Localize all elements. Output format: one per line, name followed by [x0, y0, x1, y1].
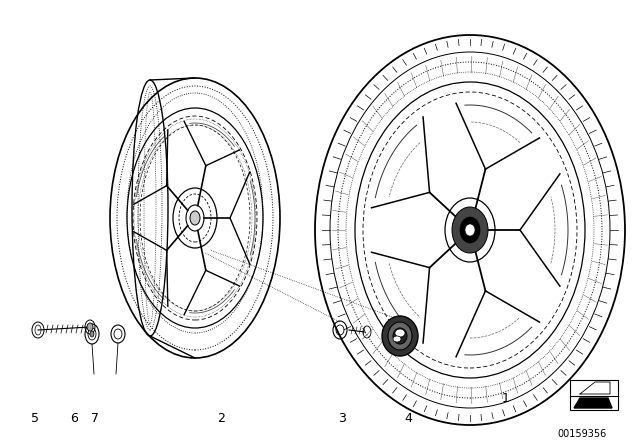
- Text: 7: 7: [91, 412, 99, 426]
- Text: 2: 2: [217, 412, 225, 426]
- Ellipse shape: [452, 207, 488, 253]
- Text: 6: 6: [70, 412, 77, 426]
- Ellipse shape: [460, 217, 480, 243]
- Ellipse shape: [90, 331, 94, 337]
- Polygon shape: [580, 382, 610, 394]
- Ellipse shape: [190, 211, 200, 225]
- Bar: [570, 380, 618, 410]
- Polygon shape: [574, 398, 612, 408]
- Text: 4: 4: [404, 412, 412, 426]
- Text: 1: 1: [502, 392, 509, 405]
- Text: 5: 5: [31, 412, 39, 426]
- Ellipse shape: [382, 316, 418, 356]
- Text: 3: 3: [339, 412, 346, 426]
- Text: 00159356: 00159356: [558, 429, 607, 439]
- Ellipse shape: [87, 323, 93, 331]
- Ellipse shape: [395, 329, 405, 337]
- Ellipse shape: [393, 328, 407, 344]
- Ellipse shape: [465, 224, 475, 236]
- Ellipse shape: [388, 322, 412, 350]
- Ellipse shape: [393, 336, 401, 342]
